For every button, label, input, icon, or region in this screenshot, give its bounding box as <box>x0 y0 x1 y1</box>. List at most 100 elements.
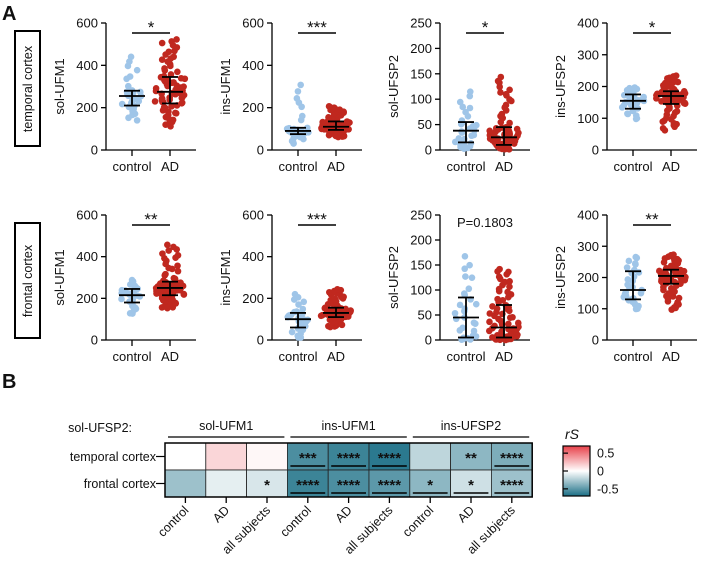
data-point-control <box>291 290 299 298</box>
data-point-AD <box>489 303 496 310</box>
x-tick-label: control <box>613 159 652 174</box>
scatter-plot-temporal-ins-UFM1: 0 200 400 600 ins-UFM1 control AD *** <box>218 16 362 174</box>
data-point-AD <box>497 73 505 81</box>
data-point-AD <box>494 295 501 303</box>
data-point-control <box>631 260 639 267</box>
significance-stars: *** <box>307 210 327 229</box>
data-point-AD <box>159 250 166 257</box>
data-point-control <box>466 88 474 95</box>
y-tick-label: 50 <box>418 308 432 323</box>
data-point-AD <box>670 251 677 258</box>
data-point-AD <box>174 262 181 270</box>
y-tick-label: 200 <box>242 291 264 306</box>
x-tick-label: AD <box>495 349 513 364</box>
data-point-AD <box>170 243 177 251</box>
significance-stars: **** <box>337 477 361 494</box>
data-point-control <box>118 295 125 303</box>
y-tick-label: 0 <box>257 333 264 348</box>
x-tick-label: control <box>112 349 151 364</box>
x-tick-label: AD <box>662 349 680 364</box>
y-tick-label: 600 <box>242 16 264 31</box>
p-value-label: P=0.1803 <box>457 215 513 230</box>
data-point-AD <box>509 313 516 321</box>
data-point-AD <box>506 86 513 94</box>
data-point-control <box>632 253 640 261</box>
data-point-AD <box>675 294 683 302</box>
y-axis-label: sol-UFSP2 <box>386 55 401 118</box>
data-point-AD <box>495 273 503 281</box>
data-point-AD <box>673 107 681 115</box>
region-box-frontal <box>14 222 41 339</box>
data-point-AD <box>331 295 339 303</box>
data-point-AD <box>170 79 177 86</box>
heatmap-col-label: control <box>277 503 313 539</box>
data-point-AD <box>504 288 511 296</box>
region-label-temporal: temporal cortex <box>21 45 35 132</box>
data-point-control <box>631 84 638 91</box>
y-tick-label: 200 <box>76 100 98 115</box>
region-box-temporal <box>14 30 41 147</box>
data-point-control <box>304 124 311 132</box>
data-point-AD <box>180 83 187 90</box>
heatmap-col-label: AD <box>210 503 232 525</box>
data-point-control <box>451 309 459 317</box>
y-tick-label: 400 <box>242 58 264 73</box>
y-tick-label: 400 <box>242 249 264 264</box>
significance-stars: **** <box>378 477 402 494</box>
y-tick-label: 0 <box>425 143 432 158</box>
data-point-control <box>126 73 134 80</box>
y-tick-label: 600 <box>76 208 98 223</box>
data-point-AD <box>502 90 510 98</box>
group-label: sol-UFM1 <box>199 419 253 433</box>
data-point-AD <box>171 109 179 117</box>
heatmap-cell <box>450 442 492 471</box>
group-label: ins-UFM1 <box>322 419 376 433</box>
significance-stars: ** <box>465 450 477 467</box>
data-point-control <box>297 81 304 89</box>
x-tick-label: control <box>446 349 485 364</box>
data-point-AD <box>667 285 675 292</box>
y-tick-label: 400 <box>76 58 98 73</box>
data-point-AD <box>319 118 326 126</box>
data-point-control <box>624 110 631 117</box>
y-axis-label: ins-UFSP2 <box>553 246 568 309</box>
data-point-control <box>452 315 460 323</box>
data-point-control <box>294 88 302 95</box>
data-point-control <box>625 257 633 265</box>
data-point-control <box>459 324 466 332</box>
y-tick-label: 150 <box>410 258 432 273</box>
scatter-plot-frontal-ins-UFM1: 0 200 400 600 ins-UFM1 control AD *** <box>218 208 362 364</box>
scatter-plot-frontal-sol-UFSP2: 0 50 100 150 200 250 sol-UFSP2 control AD P=0.180… <box>386 208 530 364</box>
data-point-control <box>461 265 469 273</box>
data-point-AD <box>173 36 180 43</box>
data-point-AD <box>165 48 173 56</box>
y-tick-label: 200 <box>577 270 599 285</box>
significance-stars: **** <box>296 477 320 494</box>
y-tick-label: 200 <box>577 79 599 94</box>
x-tick-label: AD <box>327 349 345 364</box>
y-tick-label: 400 <box>76 249 98 264</box>
data-point-control <box>623 264 631 271</box>
data-point-control <box>288 328 296 336</box>
significance-stars: * <box>649 18 656 37</box>
data-point-AD <box>168 102 175 110</box>
data-point-control <box>456 301 464 309</box>
data-point-control <box>133 117 141 124</box>
x-tick-label: control <box>278 159 317 174</box>
data-point-control <box>118 100 126 108</box>
y-axis-label: ins-UFSP2 <box>553 55 568 118</box>
y-tick-label: 250 <box>410 208 432 223</box>
colorbar-tick-label: 0.5 <box>597 447 614 461</box>
data-point-AD <box>486 310 494 317</box>
data-point-control <box>640 93 647 101</box>
data-point-AD <box>174 252 182 259</box>
colorbar <box>562 445 591 497</box>
data-point-control <box>466 104 474 112</box>
y-axis-label: ins-UFM1 <box>218 58 233 114</box>
data-point-AD <box>506 283 513 291</box>
x-tick-label: AD <box>161 349 179 364</box>
data-point-AD <box>498 110 506 118</box>
y-tick-label: 150 <box>410 66 432 81</box>
y-tick-label: 200 <box>410 41 432 56</box>
y-axis-label: sol-UFSP2 <box>386 246 401 309</box>
